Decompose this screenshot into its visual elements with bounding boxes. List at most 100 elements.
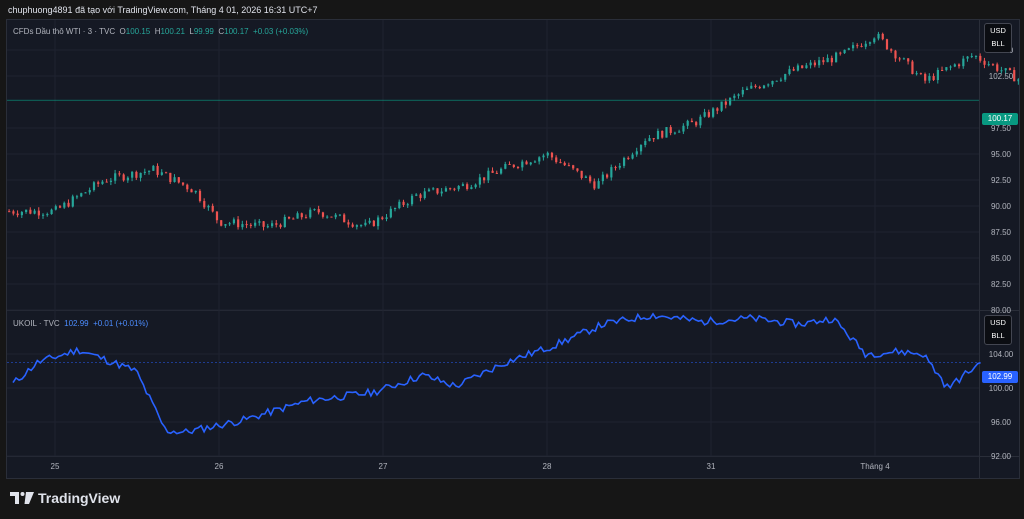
candle-body xyxy=(334,214,337,218)
candle-body xyxy=(330,216,333,218)
candle-body xyxy=(508,163,511,165)
candle-body xyxy=(228,223,231,225)
candle-body xyxy=(181,182,185,185)
candle-body xyxy=(966,56,969,59)
candle-body xyxy=(627,157,630,159)
candle-body xyxy=(12,211,15,214)
candle-body xyxy=(275,223,278,225)
candle-body xyxy=(1008,68,1012,71)
candle-body xyxy=(326,216,329,218)
candle-body xyxy=(20,212,24,216)
candle-body xyxy=(105,181,108,183)
candle-body xyxy=(576,168,579,171)
candle-body xyxy=(347,222,350,225)
tradingview-footer[interactable]: TradingView xyxy=(10,490,120,506)
candle-body xyxy=(101,181,104,184)
y-tick-label: 92.50 xyxy=(991,176,1012,185)
candle-body xyxy=(767,84,770,86)
candle-body xyxy=(160,172,163,175)
candle-body xyxy=(215,211,219,221)
candle-body xyxy=(300,213,303,218)
ukoil-unit-selector[interactable]: USD BLL xyxy=(984,315,1012,345)
close-value: 100.17 xyxy=(224,27,249,36)
candle-body xyxy=(584,176,588,178)
candle-body xyxy=(427,189,431,192)
candle-body xyxy=(440,191,443,194)
candle-body xyxy=(970,56,973,58)
candle-body xyxy=(728,97,732,105)
candle-body xyxy=(860,45,863,47)
candle-body xyxy=(313,209,316,211)
candle-body xyxy=(890,49,893,51)
candle-body xyxy=(936,69,939,81)
candle-body xyxy=(466,184,469,190)
ukoil-last-value: 102.99 xyxy=(64,319,89,328)
candle-body xyxy=(232,219,236,224)
candle-body xyxy=(614,167,617,169)
candle-body xyxy=(928,76,931,81)
candle-body xyxy=(745,88,749,90)
candle-body xyxy=(580,170,583,178)
candle-body xyxy=(8,211,11,213)
candle-body xyxy=(690,120,694,123)
candle-body xyxy=(449,188,452,190)
candle-body xyxy=(957,64,961,67)
candle-body xyxy=(945,67,948,71)
candle-body xyxy=(296,213,299,219)
wti-unit-selector[interactable]: USD BLL xyxy=(984,23,1012,53)
candle-body xyxy=(406,204,409,206)
x-tick-label: Tháng 4 xyxy=(860,462,890,471)
candle-body xyxy=(572,165,575,169)
candle-body xyxy=(949,66,952,68)
candle-body xyxy=(843,49,846,54)
candle-body xyxy=(991,64,995,66)
candle-body xyxy=(771,81,774,85)
candle-body xyxy=(542,155,545,158)
candle-body xyxy=(410,195,414,205)
candle-body xyxy=(682,125,685,132)
candle-body xyxy=(37,210,40,216)
candle-body xyxy=(631,154,634,159)
candle-body xyxy=(164,172,168,174)
chart-header-text: chuphuong4891 đã tạo với TradingView.com… xyxy=(8,5,318,15)
candle-body xyxy=(317,209,320,213)
candle-body xyxy=(533,161,537,163)
candle-body xyxy=(504,163,507,169)
ukoil-last-price-tag: 102.99 xyxy=(982,371,1018,383)
candle-body xyxy=(194,190,197,193)
candle-body xyxy=(304,217,308,219)
candle-body xyxy=(126,177,130,181)
candle-body xyxy=(601,174,604,182)
ukoil-symbol[interactable]: UKOIL · TVC xyxy=(13,319,60,328)
candle-body xyxy=(368,220,371,223)
x-tick-label: 31 xyxy=(707,462,716,471)
tradingview-logo-icon xyxy=(10,492,34,504)
candle-body xyxy=(444,188,448,192)
y-tick-label: 80.00 xyxy=(991,306,1012,315)
candle-body xyxy=(962,58,965,67)
candle-body xyxy=(830,57,833,63)
candle-body xyxy=(258,221,261,223)
candle-body xyxy=(919,73,923,75)
candle-body xyxy=(203,201,206,208)
candle-body xyxy=(33,210,36,214)
candle-body xyxy=(877,33,880,39)
candle-body xyxy=(402,201,405,205)
candle-body xyxy=(885,39,889,50)
candle-body xyxy=(54,206,57,210)
candle-body xyxy=(818,60,821,66)
candle-body xyxy=(143,171,146,173)
candle-body xyxy=(720,101,723,111)
candle-body xyxy=(796,65,800,71)
candle-body xyxy=(355,225,359,227)
candle-body xyxy=(695,122,698,126)
y-tick-label: 100.00 xyxy=(989,384,1014,393)
wti-symbol[interactable]: CFDs Dầu thô WTI · 3 · TVC xyxy=(13,27,116,36)
candle-body xyxy=(525,161,528,165)
candle-body xyxy=(559,162,562,164)
candle-body xyxy=(546,152,549,156)
ukoil-series-line xyxy=(12,312,981,435)
candle-body xyxy=(351,224,354,227)
